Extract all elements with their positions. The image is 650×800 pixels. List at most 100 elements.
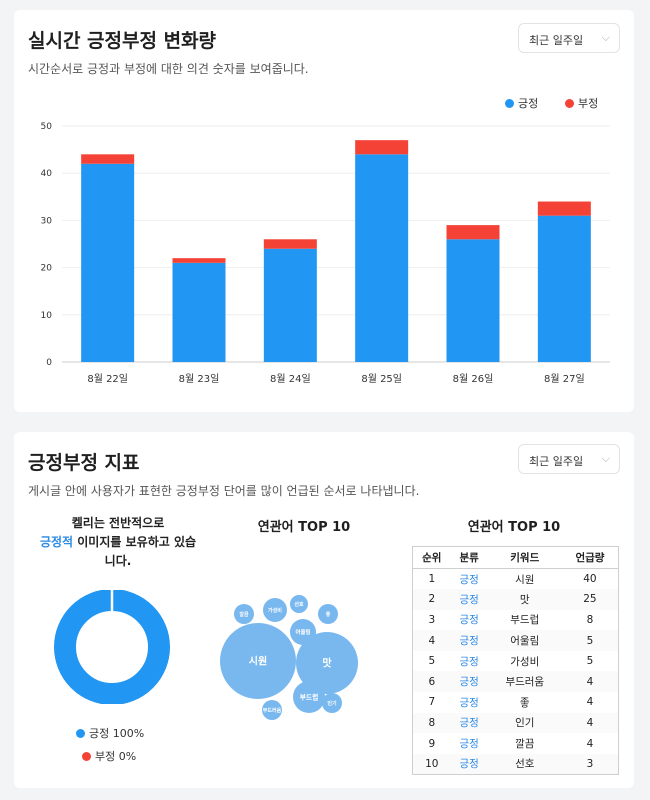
bubble-label: 부드러움 [263, 707, 282, 714]
bubble-label: 맛 [322, 657, 332, 670]
bubble-label: 가성비 [268, 607, 282, 614]
keyword-cell: 부드럽 [510, 614, 540, 627]
keyword-cell: 가성비 [510, 655, 540, 668]
stacked-bar-chart: 0 10 20 30 40 50 8월 22일 8월 23일 8월 24일 8월 25일 8월 26… [41, 122, 610, 385]
trend-card: 실시간 긍정부정 변화량 시간순서로 긍정과 부정에 대한 의견 숫자를 보여줍… [14, 10, 634, 412]
bar-negative [537, 201, 591, 216]
bubble-title: 연관어 TOP 10 [257, 520, 351, 535]
legend-positive-label: 긍정 [518, 97, 539, 110]
keyword-table: 순위 분류 키워드 언급량 1 긍정 시원 40 2 긍정 맛 25 3 긍정 부드럽 8 4 긍정 어울림 5 5 긍… [412, 546, 619, 775]
rank-cell: 1 [428, 573, 436, 586]
trend-subtitle: 시간순서로 긍정과 부정에 대한 의견 숫자를 보여줍니다. [28, 62, 309, 76]
keyword-cell: 선호 [487, 753, 562, 775]
category-cell: 긍정 [459, 696, 479, 709]
legend-negative[interactable]: 부정 [565, 95, 598, 111]
legend-negative-swatch [565, 98, 574, 108]
count-cell: 4 [561, 712, 619, 734]
summary-line1: 켈리는 전반적으로 [71, 516, 165, 530]
count-cell: 4 [586, 737, 594, 750]
rank-cell: 8 [412, 712, 451, 734]
count-cell: 8 [586, 613, 594, 626]
rank-cell: 7 [428, 696, 436, 709]
summary-line2: 이미지를 보유하고 있습 [73, 535, 197, 549]
bubble-4 [263, 598, 287, 622]
y-tick-label: 30 [41, 216, 53, 226]
keyword-cell: 시원 [515, 573, 535, 586]
legend-negative-label: 부정 [578, 97, 599, 110]
count-cell: 40 [583, 573, 597, 586]
donut-legend-positive-label: 긍정 100% [89, 727, 145, 740]
count-cell: 25 [561, 589, 619, 610]
keyword-cell: 좋 [519, 696, 530, 709]
category-cell: 긍정 [450, 630, 488, 651]
table-row: 4 긍정 어울림 5 [412, 630, 619, 651]
table-row: 1 긍정 시원 40 [413, 569, 619, 590]
bar-positive [355, 154, 409, 362]
chevron-down-icon: ⌵ [601, 31, 610, 44]
legend-positive-swatch [505, 98, 514, 108]
category-cell: 긍정 [459, 655, 479, 668]
trend-period-value: 최근 일주일 [529, 34, 584, 47]
bubble-label: 인기 [327, 700, 337, 707]
trend-period-select[interactable]: 최근 일주일 ⌵ [518, 23, 620, 53]
count-cell: 3 [561, 753, 619, 775]
donut-legend-positive-swatch [76, 728, 85, 738]
x-tick-label: 8월 23일 [179, 373, 220, 385]
x-tick-label: 8월 26일 [453, 373, 494, 385]
bubble-8 [234, 604, 254, 624]
table-row: 3 긍정 부드럽 8 [413, 610, 619, 631]
y-tick-label: 10 [41, 311, 53, 321]
sentiment-summary: 켈리는 전반적으로 긍정적 이미지를 보유하고 있습 니다. [28, 514, 208, 571]
count-cell: 5 [561, 630, 619, 651]
keyword-cell: 어울림 [487, 630, 562, 651]
index-card: 긍정부정 지표 게시글 안에 사용자가 표현한 긍정부정 단어를 많이 언급된 … [14, 432, 634, 788]
sentiment-donut-chart [54, 590, 170, 704]
donut-slice-positive [54, 590, 170, 704]
x-tick-label: 8월 22일 [87, 373, 128, 385]
bubble-label: 부드럽 [300, 692, 319, 701]
x-tick-label: 8월 24일 [270, 373, 311, 385]
table-header-row: 순위 분류 키워드 언급량 [412, 546, 619, 569]
donut-legend-positive[interactable]: 긍정 100% [76, 725, 144, 741]
rank-cell: 4 [412, 630, 451, 651]
table-row: 7 긍정 좋 4 [413, 692, 619, 713]
category-cell: 긍정 [450, 712, 488, 734]
category-cell: 긍정 [450, 671, 488, 693]
y-tick-label: 20 [41, 264, 53, 274]
category-cell: 긍정 [450, 753, 488, 775]
rank-cell: 2 [412, 589, 451, 610]
x-tick-label: 8월 27일 [544, 373, 585, 385]
table-header-3: 언급량 [561, 546, 619, 569]
bar-negative [81, 154, 135, 164]
keyword-cell: 깔끔 [515, 738, 535, 751]
index-period-value: 최근 일주일 [529, 455, 584, 468]
bubble-1 [296, 632, 358, 694]
index-period-select[interactable]: 최근 일주일 ⌵ [518, 444, 620, 474]
donut-legend-negative-label: 부정 0% [95, 750, 137, 763]
category-cell: 긍정 [459, 738, 479, 751]
bar-negative [263, 239, 317, 249]
legend-positive[interactable]: 긍정 [505, 95, 538, 111]
bubble-label: 시원 [249, 655, 267, 668]
index-subtitle: 게시글 안에 사용자가 표현한 긍정부정 단어를 많이 언급된 순서로 나타냅니… [28, 484, 420, 498]
keyword-cell: 맛 [487, 589, 562, 610]
bubble-label: 좋 [326, 611, 331, 618]
count-cell: 5 [586, 655, 594, 668]
category-cell: 긍정 [450, 589, 488, 610]
summary-highlight: 긍정적 [39, 535, 74, 549]
table-row: 9 긍정 깔끔 4 [413, 733, 619, 754]
rank-cell: 10 [412, 753, 451, 775]
bar-positive [537, 215, 591, 362]
bar-negative [172, 258, 226, 263]
bar-positive [81, 163, 135, 362]
table-title: 연관어 TOP 10 [467, 520, 561, 535]
x-tick-label: 8월 25일 [361, 373, 402, 385]
bubble-label: 깔끔 [239, 611, 249, 618]
summary-line3: 니다. [104, 554, 132, 568]
table-header-0: 순위 [412, 546, 451, 569]
bubble-9 [290, 595, 308, 613]
category-cell: 긍정 [459, 614, 479, 627]
donut-legend-negative[interactable]: 부정 0% [82, 748, 136, 764]
rank-cell: 3 [428, 613, 436, 626]
